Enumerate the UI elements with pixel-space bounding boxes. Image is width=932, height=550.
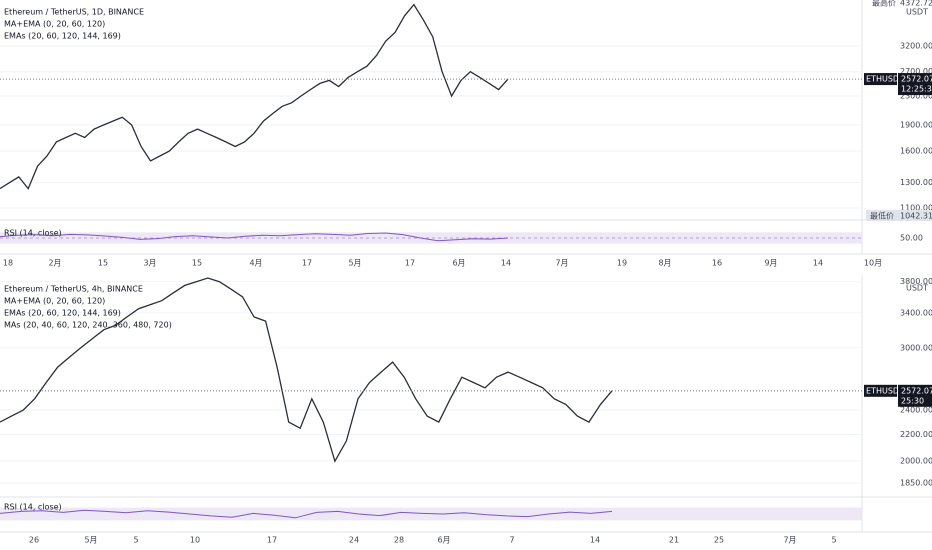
x-tick-label: 5 — [133, 536, 138, 545]
countdown: 12:25:30 — [901, 85, 932, 94]
x-tick-label: 17 — [267, 536, 277, 545]
symbol-tag-text: ETHUSDT — [866, 386, 904, 395]
rsi-band — [0, 232, 862, 244]
x-tick-label: 7月 — [783, 536, 796, 545]
symbol-tag — [864, 384, 897, 397]
price-pane — [0, 276, 862, 495]
legend-line: EMAs (20, 60, 120, 144, 169) — [4, 309, 121, 318]
x-tick-label: 26 — [29, 536, 39, 545]
x-tick-label: 10 — [190, 536, 200, 545]
x-tick-label: 7月 — [555, 259, 568, 268]
price-line — [0, 3, 509, 190]
y-tick-label: 1300.00 — [900, 178, 932, 187]
x-tick-label: 5月 — [348, 259, 361, 268]
x-tick-label: 17 — [302, 259, 312, 268]
legend-line: MAs (20, 40, 60, 120, 240, 360, 480, 720… — [4, 321, 172, 330]
price-line — [0, 277, 613, 463]
legend-line: MA+EMA (0, 20, 60, 120) — [4, 297, 105, 306]
rsi-tick-label: 50.00 — [900, 234, 923, 243]
y-tick-label: 1600.00 — [900, 147, 932, 156]
x-tick-label: 7 — [509, 536, 514, 545]
price-tag-text: 2572.07 — [901, 75, 932, 84]
legend-line: MA+EMA (0, 20, 60, 120) — [4, 20, 105, 29]
x-tick-label: 6月 — [452, 259, 465, 268]
rsi-label: RSI (14, close) — [4, 229, 62, 238]
x-tick-label: 14 — [590, 536, 600, 545]
y-tick-label: 2300.00 — [900, 92, 932, 101]
x-tick-label: 14 — [813, 259, 823, 268]
x-tick-label: 10月 — [864, 259, 882, 268]
y-tick-label: 3200.00 — [900, 41, 932, 50]
symbol-tag-text: ETHUSDT — [866, 75, 904, 84]
legend-line: EMAs (20, 60, 120, 144, 169) — [4, 32, 121, 41]
unit-label: USDT — [906, 8, 928, 17]
x-tick-label: 5 — [831, 536, 836, 545]
x-tick-label: 4月 — [249, 259, 262, 268]
legend-line: Ethereum / TetherUS, 4h, BINANCE — [4, 285, 143, 294]
x-tick-label: 2月 — [48, 259, 61, 268]
rsi-line — [0, 232, 509, 242]
symbol-tag — [864, 73, 897, 86]
x-tick-label: 25 — [714, 536, 724, 545]
y-tick-label: 1100.00 — [900, 204, 932, 213]
low-label: 最低价 — [870, 211, 894, 221]
low-value: 1042.31 — [900, 212, 932, 221]
price-tag — [898, 73, 932, 96]
x-tick-label: 5月 — [84, 536, 97, 545]
high-value: 4372.72 — [900, 0, 932, 8]
y-tick-label: 3800.00 — [900, 277, 932, 286]
y-tick-label: 2400.00 — [900, 406, 932, 415]
x-tick-label: 17 — [405, 259, 415, 268]
x-tick-label: 6月 — [437, 536, 450, 545]
x-tick-label: 15 — [98, 259, 108, 268]
x-tick-label: 16 — [712, 259, 722, 268]
x-tick-label: 19 — [617, 259, 627, 268]
rsi-label: RSI (14, close) — [4, 503, 62, 512]
unit-label: USDT — [906, 284, 928, 293]
price-pane — [0, 0, 862, 218]
y-tick-label: 2200.00 — [900, 430, 932, 439]
price-tag — [898, 384, 932, 407]
price-tag-text: 2572.07 — [901, 386, 932, 395]
x-tick-label: 14 — [501, 259, 511, 268]
legend-line: Ethereum / TetherUS, 1D, BINANCE — [4, 8, 144, 17]
y-tick-label: 3400.00 — [900, 308, 932, 317]
x-tick-label: 8月 — [658, 259, 671, 268]
x-tick-label: 28 — [394, 536, 404, 545]
y-tick-label: 3000.00 — [900, 343, 932, 352]
y-tick-label: 1900.00 — [900, 121, 932, 130]
x-tick-label: 15 — [192, 259, 202, 268]
x-tick-label: 18 — [3, 259, 13, 268]
x-tick-label: 24 — [349, 536, 359, 545]
x-tick-label: 3月 — [143, 259, 156, 268]
high-label: 最高价 — [872, 0, 896, 8]
x-tick-label: 21 — [669, 536, 679, 545]
y-tick-label: 2700.00 — [900, 67, 932, 76]
low-tag — [866, 210, 932, 221]
rsi-line — [0, 509, 613, 519]
countdown: 25:30 — [901, 396, 924, 405]
y-tick-label: 2000.00 — [900, 457, 932, 466]
y-tick-label: 1850.00 — [900, 478, 932, 487]
x-tick-label: 9月 — [764, 259, 777, 268]
